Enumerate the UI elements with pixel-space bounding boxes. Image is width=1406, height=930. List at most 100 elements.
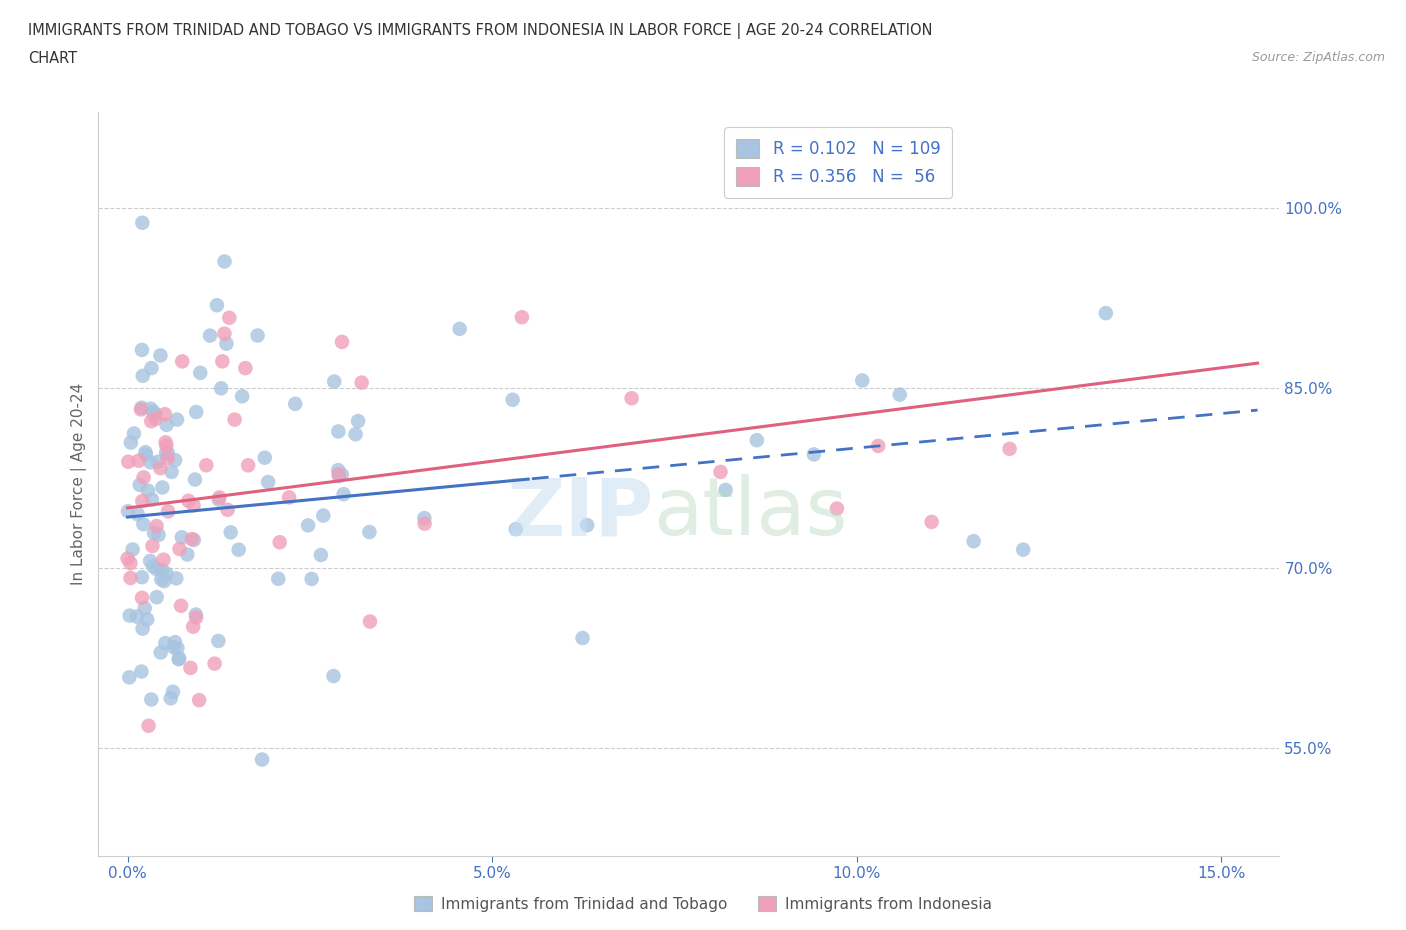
Text: ZIP: ZIP — [506, 474, 654, 552]
Point — [350, 375, 373, 390]
Point — [156, 566, 179, 581]
Point — [145, 411, 167, 426]
Point — [145, 590, 167, 604]
Point — [118, 608, 141, 623]
Point — [204, 657, 226, 671]
Point — [131, 400, 153, 415]
Point — [155, 435, 177, 450]
Legend: Immigrants from Trinidad and Tobago, Immigrants from Indonesia: Immigrants from Trinidad and Tobago, Imm… — [408, 890, 998, 918]
Point — [167, 652, 190, 667]
Point — [153, 406, 176, 421]
Point — [347, 414, 370, 429]
Point — [120, 435, 142, 450]
Point — [205, 298, 228, 312]
Point — [162, 684, 184, 699]
Point — [309, 548, 332, 563]
Point — [217, 502, 239, 517]
Point — [131, 621, 153, 636]
Point — [246, 328, 269, 343]
Point — [505, 522, 527, 537]
Point — [851, 373, 873, 388]
Point — [332, 486, 354, 501]
Point — [141, 692, 163, 707]
Point — [172, 354, 194, 369]
Point — [998, 442, 1021, 457]
Point — [167, 651, 190, 666]
Point — [181, 619, 204, 634]
Point — [183, 533, 205, 548]
Point — [208, 490, 231, 505]
Point — [149, 460, 172, 475]
Point — [218, 311, 240, 325]
Point — [224, 412, 246, 427]
Point — [157, 504, 180, 519]
Point — [330, 335, 353, 350]
Point — [176, 547, 198, 562]
Point — [170, 598, 193, 613]
Point — [150, 480, 173, 495]
Point — [152, 552, 174, 567]
Point — [219, 525, 242, 539]
Point — [132, 470, 155, 485]
Point — [297, 518, 319, 533]
Point — [149, 645, 172, 660]
Point — [620, 391, 643, 405]
Point — [131, 570, 153, 585]
Point — [127, 507, 149, 522]
Point — [141, 414, 163, 429]
Point — [889, 387, 911, 402]
Point — [118, 670, 141, 684]
Point — [128, 453, 150, 468]
Point — [135, 447, 157, 462]
Point — [207, 633, 229, 648]
Point — [131, 216, 153, 231]
Point — [253, 450, 276, 465]
Point — [323, 374, 346, 389]
Point — [188, 693, 211, 708]
Point — [179, 660, 201, 675]
Point — [344, 427, 367, 442]
Point — [214, 326, 236, 341]
Point — [186, 405, 208, 419]
Point — [165, 571, 187, 586]
Point — [129, 402, 152, 417]
Point — [184, 472, 207, 487]
Point — [139, 553, 162, 568]
Point — [139, 455, 162, 470]
Point — [962, 534, 984, 549]
Point — [413, 511, 436, 525]
Point — [576, 518, 599, 533]
Point — [150, 572, 173, 587]
Point — [159, 691, 181, 706]
Point — [211, 354, 233, 369]
Point — [170, 530, 193, 545]
Point — [134, 601, 156, 616]
Point — [177, 494, 200, 509]
Text: CHART: CHART — [28, 51, 77, 66]
Point — [141, 361, 163, 376]
Point — [169, 541, 191, 556]
Point — [815, 176, 838, 191]
Point — [153, 574, 176, 589]
Point — [188, 365, 211, 380]
Point — [328, 463, 350, 478]
Point — [125, 609, 148, 624]
Point — [166, 641, 188, 656]
Point — [117, 504, 139, 519]
Point — [120, 570, 142, 585]
Point — [136, 612, 159, 627]
Point — [215, 337, 238, 352]
Point — [745, 432, 768, 447]
Point — [142, 559, 165, 574]
Point — [149, 348, 172, 363]
Point — [138, 718, 160, 733]
Text: Source: ZipAtlas.com: Source: ZipAtlas.com — [1251, 51, 1385, 64]
Point — [284, 396, 307, 411]
Point — [156, 450, 179, 465]
Point — [142, 405, 165, 419]
Point — [122, 426, 145, 441]
Point — [359, 614, 381, 629]
Point — [510, 310, 533, 325]
Point — [359, 525, 381, 539]
Point — [131, 342, 153, 357]
